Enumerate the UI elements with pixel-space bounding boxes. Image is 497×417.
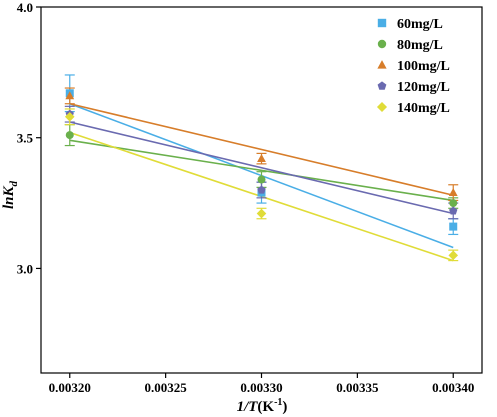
data-point-140mgl [64, 112, 75, 122]
data-point-120mgl [449, 206, 458, 215]
x-axis-label: 1/T(K-1) [237, 397, 288, 415]
legend-marker-60mgl [377, 18, 387, 28]
y-tick-label: 4.0 [17, 0, 33, 15]
legend: 60mg/L 80mg/L 100mg/L 120mg/L 140mg/L [376, 17, 450, 116]
legend-marker-140mgl [376, 101, 388, 113]
legend-marker-100mgl [377, 60, 387, 69]
x-tick-label: 0.00325 [145, 380, 188, 395]
data-point-80mgl [65, 131, 74, 140]
data-point-140mgl [256, 208, 267, 219]
axis-ticks: 0.00320 0.00325 0.00330 0.00335 0.00340 3.0 3.… [17, 0, 475, 395]
y-axis-label: lnKd [1, 180, 20, 209]
fit-line-80mgl [69, 139, 454, 202]
legend-label-60mgl: 60mg/L [397, 17, 443, 32]
data-point-140mgl [448, 250, 459, 261]
data-point-100mgl [448, 188, 458, 197]
legend-label-100mgl: 100mg/L [397, 59, 450, 74]
data-point-100mgl [65, 91, 75, 100]
fit-line-100mgl [69, 102, 454, 197]
x-tick-label: 0.00340 [432, 380, 474, 395]
x-tick-label: 0.00320 [49, 380, 91, 395]
data-point-120mgl [257, 185, 266, 194]
data-point-80mgl [257, 175, 266, 184]
y-tick-label: 3.5 [17, 131, 34, 146]
legend-label-120mgl: 120mg/L [397, 80, 450, 95]
data-points [64, 89, 459, 261]
legend-label-80mgl: 80mg/L [397, 38, 443, 53]
legend-label-140mgl: 140mg/L [397, 101, 450, 116]
x-tick-label: 0.00335 [336, 380, 379, 395]
data-point-100mgl [257, 154, 266, 163]
fit-line-120mgl [69, 121, 454, 215]
legend-marker-120mgl [377, 81, 387, 90]
legend-marker-80mgl [377, 39, 387, 49]
y-tick-label: 3.0 [17, 261, 33, 276]
data-point-80mgl [449, 199, 458, 208]
data-point-60mgl [449, 222, 458, 231]
x-tick-label: 0.00330 [240, 380, 282, 395]
